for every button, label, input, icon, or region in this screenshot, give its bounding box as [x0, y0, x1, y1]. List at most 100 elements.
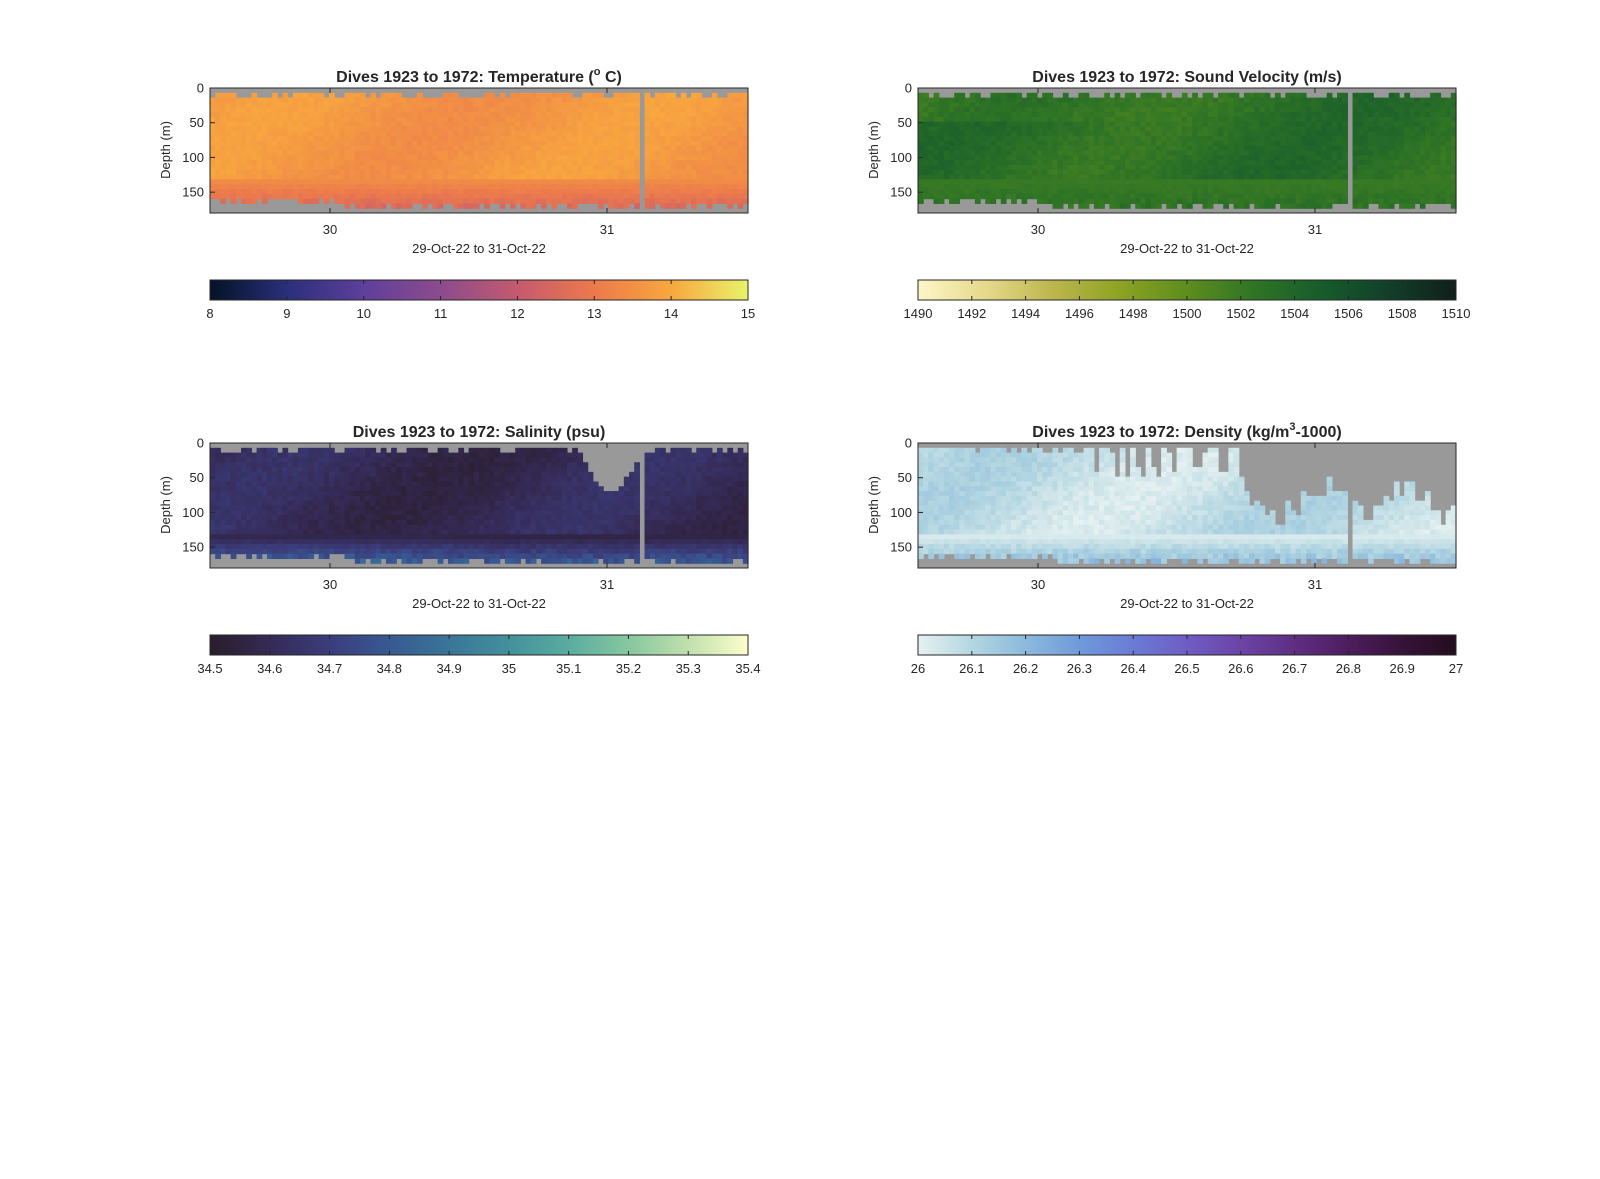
- heatmap-cell: [1430, 107, 1436, 113]
- heatmap-cell: [1109, 164, 1116, 171]
- heatmap-cell: [629, 102, 635, 108]
- heatmap-cell: [272, 164, 278, 171]
- heatmap-cell: [556, 131, 563, 137]
- heatmap-cell: [468, 145, 475, 152]
- heatmap-cell: [1404, 140, 1411, 147]
- heatmap-cell: [644, 92, 651, 99]
- heatmap-cell: [484, 126, 490, 132]
- heatmap-cell: [427, 121, 434, 128]
- heatmap-cell: [463, 150, 470, 156]
- heatmap-cell: [1176, 145, 1183, 152]
- heatmap-cell: [959, 160, 966, 166]
- heatmap-cell: [1269, 102, 1276, 108]
- heatmap-cell: [1311, 121, 1317, 128]
- heatmap-cell: [1109, 193, 1116, 200]
- heatmap-cell: [411, 184, 418, 190]
- heatmap-cell: [665, 188, 671, 195]
- heatmap-cell: [385, 136, 392, 142]
- heatmap-cell: [1424, 131, 1431, 137]
- heatmap-cell: [572, 155, 578, 161]
- heatmap-cell: [1130, 121, 1136, 128]
- heatmap-cell: [1264, 131, 1271, 137]
- heatmap-cell: [334, 193, 340, 200]
- heatmap-cell: [696, 179, 703, 185]
- heatmap-cell: [1383, 131, 1390, 137]
- heatmap-cell: [985, 150, 992, 156]
- heatmap-cell: [577, 140, 584, 147]
- heatmap-cell: [964, 150, 971, 156]
- heatmap-cell: [1321, 112, 1328, 118]
- heatmap-cell: [1176, 155, 1183, 161]
- heatmap-cell: [380, 92, 387, 99]
- heatmap-cell: [1419, 179, 1426, 185]
- heatmap-cell: [225, 92, 232, 99]
- heatmap-cell: [1450, 184, 1457, 190]
- heatmap-cell: [928, 174, 935, 180]
- heatmap-cell: [1342, 198, 1348, 204]
- heatmap-cell: [649, 198, 656, 204]
- heatmap-cell: [272, 136, 278, 142]
- heatmap-cell: [246, 121, 252, 128]
- heatmap-cell: [660, 116, 666, 123]
- heatmap-cell: [608, 112, 615, 118]
- heatmap-cell: [520, 193, 527, 200]
- heatmap-cell: [1202, 92, 1209, 99]
- heatmap-cell: [385, 97, 392, 104]
- heatmap-cell: [401, 150, 408, 156]
- heatmap-cell: [1450, 179, 1457, 185]
- heatmap-cell: [938, 145, 945, 152]
- heatmap-cell: [634, 188, 640, 195]
- heatmap-cell: [1393, 92, 1400, 99]
- heatmap-cell: [938, 184, 945, 190]
- heatmap-cell: [1036, 193, 1043, 200]
- heatmap-cell: [1362, 188, 1369, 195]
- heatmap-cell: [370, 174, 377, 180]
- heatmap-cell: [675, 174, 682, 180]
- heatmap-cell: [468, 164, 475, 171]
- heatmap-cell: [246, 107, 252, 113]
- heatmap-cell: [396, 179, 402, 185]
- heatmap-cell: [313, 121, 320, 128]
- heatmap-cell: [990, 116, 997, 123]
- heatmap-cell: [623, 140, 630, 147]
- heatmap-cell: [1135, 184, 1142, 190]
- heatmap-cell: [706, 193, 713, 200]
- heatmap-cell: [256, 112, 263, 118]
- heatmap-cell: [1104, 131, 1110, 137]
- heatmap-cell: [1031, 121, 1038, 128]
- heatmap-cell: [1228, 92, 1235, 99]
- heatmap-cell: [974, 155, 981, 161]
- heatmap-cell: [479, 121, 485, 128]
- heatmap-cell: [566, 131, 573, 137]
- heatmap-cell: [328, 169, 335, 176]
- heatmap-cell: [592, 188, 599, 195]
- heatmap-cell: [442, 140, 449, 147]
- heatmap-cell: [685, 97, 692, 104]
- heatmap-cell: [685, 112, 692, 118]
- heatmap-cell: [551, 116, 558, 123]
- heatmap-cell: [1450, 169, 1457, 176]
- heatmap-cell: [401, 121, 408, 128]
- heatmap-cell: [551, 169, 558, 176]
- heatmap-cell: [370, 184, 377, 190]
- heatmap-cell: [313, 150, 320, 156]
- heatmap-cell: [525, 136, 532, 142]
- heatmap-cell: [344, 169, 351, 176]
- heatmap-cell: [375, 126, 382, 132]
- heatmap-cell: [1264, 198, 1271, 204]
- heatmap-cell: [1130, 112, 1136, 118]
- heatmap-cell: [680, 150, 687, 156]
- heatmap-cell: [432, 136, 439, 142]
- heatmap-cell: [1047, 188, 1054, 195]
- heatmap-cell: [1254, 188, 1261, 195]
- heatmap-cell: [1295, 112, 1302, 118]
- heatmap-cell: [1104, 150, 1110, 156]
- heatmap-cell: [1450, 116, 1457, 123]
- heatmap-cell: [566, 193, 573, 200]
- heatmap-cell: [437, 179, 444, 185]
- heatmap-cell: [1280, 97, 1286, 104]
- heatmap-cell: [1445, 102, 1452, 108]
- heatmap-cell: [1171, 203, 1178, 209]
- heatmap-cell: [1150, 193, 1157, 200]
- heatmap-cell: [1362, 193, 1369, 200]
